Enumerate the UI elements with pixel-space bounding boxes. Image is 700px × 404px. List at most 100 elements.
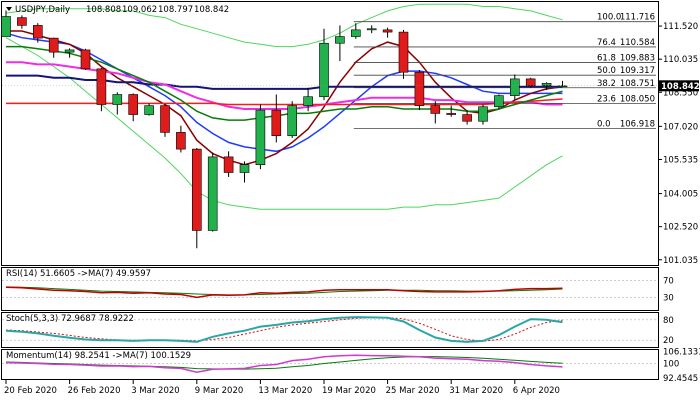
candle[interactable] bbox=[1, 10, 11, 37]
momentum-pane[interactable] bbox=[1, 349, 659, 380]
candle[interactable] bbox=[287, 101, 298, 138]
indicator-header: Stoch(5,3,3) 72.9687 78.9222 bbox=[6, 314, 134, 324]
candle[interactable] bbox=[32, 23, 43, 43]
candle[interactable] bbox=[509, 74, 520, 101]
ma-line-blue_ma bbox=[5, 32, 563, 153]
candle-body bbox=[112, 94, 123, 105]
candle[interactable] bbox=[335, 25, 345, 62]
fib-percent-label: 38.2 bbox=[597, 79, 616, 89]
rsi-indicator: 70 30 RSI(14) 51.6605 ->MA(7) 49.9597 bbox=[2, 269, 674, 303]
ohlc-close: 108.842 bbox=[194, 5, 229, 15]
candle[interactable] bbox=[160, 104, 170, 137]
candle[interactable] bbox=[80, 48, 91, 70]
time-tick-label: 25 Mar 2020 bbox=[386, 386, 440, 396]
candle[interactable] bbox=[319, 28, 329, 101]
candle[interactable] bbox=[64, 48, 75, 58]
candle[interactable] bbox=[96, 67, 107, 112]
candle-body bbox=[478, 106, 488, 122]
candle[interactable] bbox=[144, 103, 154, 116]
time-tick-label: 19 Mar 2020 bbox=[322, 386, 376, 396]
fib-percent-label: 61.8 bbox=[597, 54, 616, 64]
candle-body bbox=[239, 164, 250, 173]
candle[interactable] bbox=[557, 80, 568, 88]
candle-body bbox=[430, 105, 441, 114]
candle[interactable] bbox=[207, 152, 218, 232]
chart-header: USDJPY,Daily 108.808 109.062 108.797 108… bbox=[6, 5, 229, 15]
stoch-pane[interactable] bbox=[1, 312, 659, 348]
candle-body bbox=[80, 49, 91, 70]
candle[interactable] bbox=[478, 104, 488, 125]
candle-body bbox=[446, 113, 457, 115]
candle[interactable] bbox=[112, 92, 123, 115]
ohlc-high: 109.062 bbox=[122, 5, 157, 15]
candle[interactable] bbox=[462, 110, 472, 125]
dropdown-triangle-icon[interactable] bbox=[6, 7, 12, 11]
fib-percent-label: 76.4 bbox=[597, 38, 616, 48]
time-tick-label: 26 Feb 2020 bbox=[68, 386, 121, 396]
indicator-axis-label: 30 bbox=[663, 293, 674, 303]
candle-body bbox=[557, 85, 568, 88]
candle-body bbox=[382, 29, 393, 33]
candle-body bbox=[366, 28, 377, 31]
candle[interactable] bbox=[239, 161, 250, 183]
indicator-main-line bbox=[5, 316, 563, 343]
indicator-axis-label: 106.1331 bbox=[663, 348, 700, 358]
candle-body bbox=[1, 16, 11, 37]
candle[interactable] bbox=[17, 15, 27, 29]
fib-price-label: 110.584 bbox=[620, 38, 655, 48]
candle-body bbox=[509, 78, 520, 96]
candle[interactable] bbox=[271, 94, 282, 143]
indicator-axis-label: 80 bbox=[663, 316, 674, 326]
momentum-indicator: 106.1331 100 92.4545 Momentum(14) 98.2541 -… bbox=[2, 348, 700, 384]
candle[interactable] bbox=[414, 69, 425, 111]
bollinger-upper bbox=[5, 3, 563, 48]
candle-body bbox=[64, 49, 75, 53]
fib-price-label: 108.751 bbox=[620, 79, 655, 89]
rsi-pane[interactable] bbox=[1, 267, 659, 311]
candle[interactable] bbox=[398, 29, 409, 79]
candle[interactable] bbox=[192, 147, 202, 249]
candle[interactable] bbox=[366, 25, 377, 34]
ohlc-open: 108.808 bbox=[86, 5, 121, 15]
price-tick-label: 107.020 bbox=[663, 122, 698, 132]
candle[interactable] bbox=[446, 105, 457, 117]
candlesticks[interactable] bbox=[1, 10, 568, 249]
candle-body bbox=[271, 109, 282, 137]
current-price-tag: 108.842 bbox=[659, 80, 700, 92]
candle-body bbox=[462, 114, 472, 122]
symbol-title: USDJPY,Daily bbox=[15, 5, 70, 15]
candle[interactable] bbox=[128, 93, 138, 122]
price-tick-label: 108.550 bbox=[663, 88, 698, 98]
candle-body bbox=[32, 25, 43, 39]
candle[interactable] bbox=[350, 23, 361, 39]
candle[interactable] bbox=[382, 27, 393, 38]
current-price-box bbox=[659, 80, 699, 92]
candle[interactable] bbox=[430, 101, 441, 124]
fib-price-label: 108.050 bbox=[620, 94, 655, 104]
indicator-axis-label: 92.4545 bbox=[663, 374, 698, 384]
candle-body bbox=[223, 156, 234, 173]
candle-body bbox=[192, 148, 202, 231]
candle-body bbox=[48, 37, 59, 53]
candle-body bbox=[335, 36, 345, 44]
candle-body bbox=[525, 78, 536, 86]
candle[interactable] bbox=[176, 125, 186, 153]
candle-body bbox=[350, 29, 361, 37]
candle[interactable] bbox=[541, 82, 552, 91]
candle-body bbox=[541, 83, 552, 86]
main-price-pane[interactable] bbox=[1, 1, 659, 266]
indicator-header: Momentum(14) 98.2541 ->MA(7) 100.1529 bbox=[6, 351, 191, 361]
time-tick-label: 31 Mar 2020 bbox=[449, 386, 503, 396]
candle[interactable] bbox=[494, 94, 504, 109]
candle[interactable] bbox=[223, 151, 234, 177]
candle[interactable] bbox=[48, 37, 59, 58]
time-tick-label: 13 Mar 2020 bbox=[258, 386, 312, 396]
candle-body bbox=[160, 105, 170, 133]
price-tick-label: 104.005 bbox=[663, 190, 698, 200]
candle-body bbox=[144, 105, 154, 115]
candle-body bbox=[494, 95, 504, 108]
candle[interactable] bbox=[303, 87, 313, 112]
candle[interactable] bbox=[255, 104, 266, 170]
